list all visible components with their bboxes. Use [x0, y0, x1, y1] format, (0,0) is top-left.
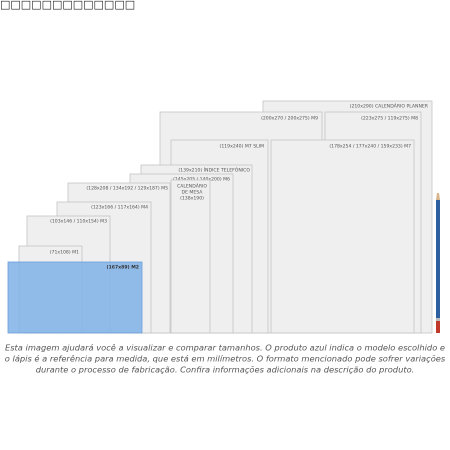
size-label: (178x254 / 177x240 / 159x233) M7 [329, 144, 411, 150]
size-rect [170, 179, 211, 334]
size-label: (128x208 / 134x192 / 129x187) M5 [86, 186, 168, 192]
size-rect [270, 139, 415, 334]
selected-size-rect [7, 261, 143, 334]
size-label: (223x275 / 119x275) M8 [361, 116, 418, 122]
size-label: DE MESA [182, 190, 204, 196]
size-label: (139x210) ÍNDICE TELEFÔNICO [178, 167, 250, 174]
size-label: (71x108) M1 [50, 250, 79, 256]
size-label: (200x270 / 200x275) M9 [261, 116, 318, 122]
caption-line: o lápis é a referência para medida, que … [5, 354, 446, 364]
size-label: (123x166 / 117x164) M4 [91, 205, 148, 211]
size-label: (145x205 / 140x200) M6 [173, 177, 230, 183]
header-text: □□□□□□□□□□□□□ [0, 0, 135, 11]
size-label: (210x290) CALENDÁRIO PLANNER [350, 103, 429, 110]
size-label: (167x89) M2 [106, 265, 139, 271]
size-label: (138x190) [180, 196, 204, 202]
size-label: CALENDÁRIO [177, 183, 207, 190]
caption-line: Esta imagem ajudará você a visualizar e … [5, 343, 445, 353]
caption-line: durante o processo de fabricação. Confir… [36, 365, 415, 375]
size-label: (119x240) M7 SLIM [220, 144, 264, 150]
size-label: (103x146 / 110x154) M3 [50, 219, 107, 225]
pencil [436, 193, 440, 333]
